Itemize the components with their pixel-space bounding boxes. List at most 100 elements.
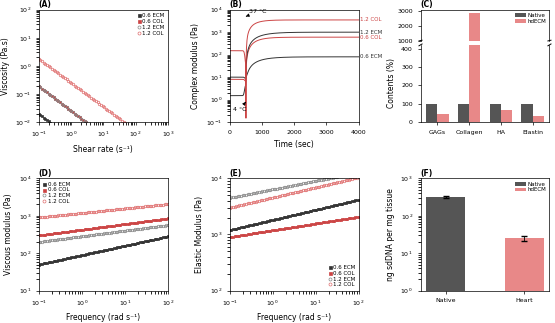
0.6 ECM	[305, 210, 311, 214]
1.2 COL	[114, 207, 120, 211]
0.6 COL	[36, 84, 42, 88]
0.6 ECM	[114, 173, 120, 177]
0.6 ECM	[303, 210, 310, 214]
1.2 COL	[93, 99, 99, 103]
1.2 ECM	[124, 152, 130, 156]
0.6 COL	[112, 224, 119, 227]
1.2 COL	[355, 175, 362, 179]
Y-axis label: Contents (%): Contents (%)	[387, 58, 396, 109]
1.2 COL	[124, 122, 130, 126]
1.2 ECM	[284, 185, 290, 189]
Bar	[521, 104, 532, 122]
Text: (E): (E)	[230, 169, 242, 178]
Bar	[437, 114, 448, 122]
Line: 1.2 COL: 1.2 COL	[38, 203, 169, 219]
Bar	[504, 238, 543, 323]
Text: (B): (B)	[230, 0, 243, 9]
0.6 COL	[164, 183, 171, 187]
Line: 0.6 COL: 0.6 COL	[229, 215, 360, 238]
1.2 COL	[119, 119, 125, 122]
0.6 ECM	[310, 209, 316, 213]
0.6 COL	[315, 221, 321, 225]
0.6 ECM	[119, 177, 125, 181]
Line: 0.6 ECM: 0.6 ECM	[229, 198, 360, 231]
1.2 ECM	[341, 173, 347, 177]
Bar	[521, 54, 532, 55]
Bar	[458, 104, 469, 122]
0.6 COL	[124, 222, 130, 226]
1.2 ECM	[112, 143, 119, 147]
Text: 4 °C: 4 °C	[233, 102, 246, 112]
0.6 ECM	[341, 201, 347, 205]
1.2 ECM	[119, 229, 125, 233]
Bar	[426, 197, 466, 323]
1.2 COL	[315, 185, 321, 189]
Bar	[426, 54, 437, 55]
Line: 0.6 COL: 0.6 COL	[38, 217, 169, 237]
Legend: Native, hdECM: Native, hdECM	[514, 13, 547, 25]
Bar	[490, 54, 501, 55]
0.6 ECM	[226, 228, 233, 232]
1.2 ECM	[36, 84, 42, 88]
1.2 ECM	[112, 230, 119, 234]
1.2 ECM	[93, 233, 99, 236]
Line: 0.6 ECM: 0.6 ECM	[38, 112, 169, 216]
1.2 ECM	[164, 223, 171, 227]
Text: (A): (A)	[39, 0, 52, 9]
Bar	[469, 13, 480, 55]
0.6 COL	[119, 148, 125, 152]
1.2 COL	[112, 114, 119, 118]
Line: 1.2 ECM: 1.2 ECM	[38, 85, 169, 186]
1.2 ECM	[150, 225, 157, 229]
0.6 ECM	[36, 112, 42, 116]
Legend: Native, hdECM: Native, hdECM	[514, 181, 547, 193]
1.2 COL	[93, 210, 99, 214]
Line: 1.2 COL: 1.2 COL	[38, 58, 169, 156]
0.6 COL	[303, 223, 310, 227]
1.2 ECM	[315, 179, 321, 182]
0.6 ECM	[164, 213, 171, 217]
Line: 1.2 COL: 1.2 COL	[229, 176, 360, 209]
Bar	[458, 54, 469, 55]
0.6 COL	[284, 226, 290, 230]
Y-axis label: Complex modulus (Pa): Complex modulus (Pa)	[191, 23, 200, 109]
Bar	[532, 116, 543, 122]
1.2 ECM	[355, 171, 362, 174]
Y-axis label: ng sdDNA per mg tissue: ng sdDNA per mg tissue	[386, 188, 395, 281]
Bar	[426, 104, 437, 122]
X-axis label: Frequency (rad s⁻¹): Frequency (rad s⁻¹)	[66, 313, 140, 322]
0.6 COL	[164, 216, 171, 220]
0.6 COL	[355, 215, 362, 219]
0.6 COL	[114, 223, 120, 227]
0.6 COL	[93, 128, 99, 132]
0.6 COL	[226, 235, 233, 239]
1.2 COL	[114, 115, 120, 119]
1.2 COL	[310, 186, 316, 190]
0.6 ECM	[36, 263, 42, 266]
1.2 ECM	[310, 180, 316, 183]
Legend: 0.6 ECM, 0.6 COL, 1.2 ECM, 1.2 COL: 0.6 ECM, 0.6 COL, 1.2 ECM, 1.2 COL	[42, 181, 70, 205]
1.2 COL	[150, 142, 157, 146]
0.6 ECM	[315, 207, 321, 211]
1.2 ECM	[114, 230, 120, 234]
0.6 COL	[150, 218, 157, 222]
1.2 ECM	[114, 144, 120, 148]
Line: 0.6 COL: 0.6 COL	[38, 85, 169, 186]
0.6 ECM	[119, 245, 125, 248]
1.2 COL	[226, 206, 233, 210]
1.2 ECM	[164, 183, 171, 187]
0.6 COL	[310, 222, 316, 226]
Bar	[501, 110, 512, 122]
0.6 ECM	[112, 172, 119, 176]
1.2 COL	[124, 206, 130, 210]
0.6 ECM	[355, 198, 362, 202]
Y-axis label: Viscous modulus (Pa): Viscous modulus (Pa)	[4, 194, 13, 275]
1.2 ECM	[124, 228, 130, 232]
1.2 ECM	[93, 128, 99, 132]
0.6 COL	[36, 234, 42, 237]
1.2 COL	[36, 215, 42, 219]
Text: 1.2 ECM: 1.2 ECM	[360, 30, 382, 35]
Line: 0.6 ECM: 0.6 ECM	[38, 235, 169, 266]
0.6 COL	[150, 172, 157, 176]
1.2 COL	[164, 202, 171, 206]
